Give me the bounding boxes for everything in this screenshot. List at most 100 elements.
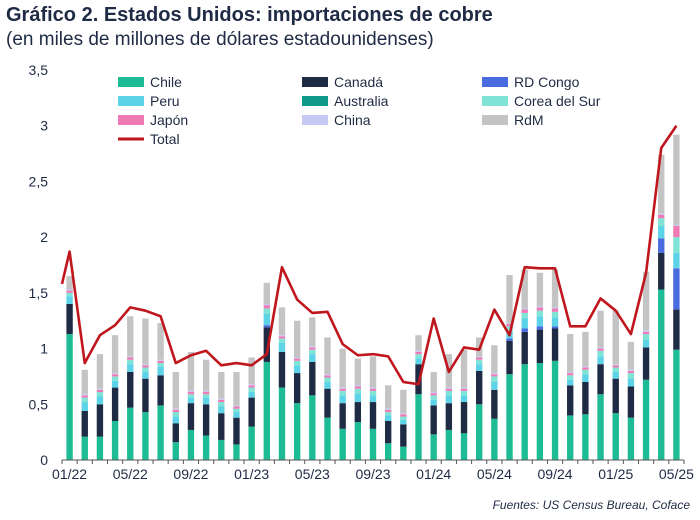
bar-segment (658, 226, 665, 239)
bar-segment (430, 405, 437, 435)
bar-segment (263, 314, 270, 326)
bar-segment (354, 386, 362, 389)
bar-segment (476, 359, 483, 365)
bar-segment (597, 310, 604, 348)
bar-segment (430, 395, 437, 400)
y-tick-label: 0,5 (29, 396, 49, 412)
x-tick-label: 01/24 (416, 466, 451, 482)
bar-segment (582, 367, 589, 370)
bar-segment (81, 436, 88, 460)
legend-swatch (482, 77, 508, 87)
bar-segment (324, 382, 331, 389)
bar-segment (536, 363, 544, 460)
bar-segment (339, 387, 346, 389)
bar-segment (142, 412, 149, 460)
bar-segment (248, 387, 255, 393)
bar-segment (567, 373, 574, 376)
bar-segment (506, 324, 513, 327)
bar-segment (460, 390, 468, 396)
bar-segment (627, 369, 635, 371)
bar-segment (339, 395, 346, 404)
bar-segment (612, 413, 619, 460)
bar-segment (66, 289, 73, 291)
bar-segment (172, 416, 179, 424)
bar-segment (400, 424, 407, 447)
bar-segment (172, 408, 179, 410)
bar-segment (293, 365, 301, 374)
bar-segment (66, 296, 73, 304)
bar-segment (491, 382, 498, 390)
legend-swatch (118, 77, 144, 87)
bar-segment (96, 389, 104, 393)
bar-segment (476, 364, 483, 371)
bar-segment (551, 317, 559, 327)
bar-segment (111, 376, 119, 381)
bar-segment (218, 406, 225, 414)
bar-segment (218, 399, 225, 403)
bar-segment (658, 252, 665, 290)
bar-segment (673, 309, 680, 350)
bar-segment (127, 364, 134, 372)
bar-segment (157, 375, 164, 406)
bar-segment (233, 406, 240, 409)
bar-segment (627, 370, 635, 374)
x-tick-label: 09/22 (173, 466, 208, 482)
bar-segment (96, 404, 104, 437)
bar-segment (66, 292, 73, 297)
bar-segment (597, 356, 604, 365)
bar-segment (339, 428, 346, 460)
x-tick-label: 01/23 (234, 466, 269, 482)
bar-segment (415, 354, 422, 359)
bar-segment (96, 392, 104, 397)
bar-segment (506, 374, 513, 460)
y-tick-label: 2 (40, 229, 48, 245)
bar-segment (127, 357, 134, 360)
bar-segment (142, 378, 149, 413)
bar-segment (627, 373, 635, 379)
bar-segment (187, 403, 195, 430)
x-axis: 01/22 05/22 09/22 01/23 05/23 09/23 01/24 05/24… (52, 459, 694, 482)
bar-segment (81, 410, 88, 437)
bar-segment (202, 404, 210, 436)
bar-segment (521, 309, 528, 313)
bar-segment (476, 404, 483, 460)
bar-segment (627, 386, 635, 418)
bar-segment (309, 346, 316, 348)
bar-segment (248, 392, 255, 398)
bar-segment (248, 385, 255, 388)
total-series-line (60, 124, 678, 386)
bar-segment (263, 325, 270, 328)
bar-segment (187, 397, 195, 404)
y-axis: 0 0,5 1 1,5 2 2,5 3 3,5 (29, 62, 49, 468)
bar-segment (202, 359, 210, 391)
bar-segment (369, 402, 377, 429)
bar-segment (400, 413, 407, 415)
bar-segment (293, 360, 301, 366)
bar-segment (218, 413, 225, 440)
bar-segment (278, 338, 286, 343)
bar-segment (673, 349, 680, 460)
bar-segment (263, 304, 270, 306)
legend-label: China (334, 112, 371, 128)
bar-segment (384, 408, 392, 410)
bar-segment (597, 394, 604, 460)
bar-segment (157, 405, 164, 460)
bar-segment (142, 365, 149, 368)
bar-segment (111, 374, 119, 377)
bar-segment (673, 224, 680, 226)
bar-segment (293, 358, 301, 361)
bar-segment (430, 371, 437, 393)
x-tick-label: 09/23 (355, 466, 390, 482)
bar-segment (142, 371, 149, 379)
bar-segment (612, 367, 619, 372)
bar-segment (354, 393, 362, 403)
bar-segment (415, 394, 422, 460)
legend-swatch (302, 96, 328, 106)
bar-segment (354, 422, 362, 460)
bar-segment (157, 322, 164, 360)
legend-swatch (118, 115, 144, 125)
bar-segment (658, 154, 665, 214)
bar-segment (445, 429, 453, 460)
bar-segment (506, 275, 513, 323)
bar-segment (202, 435, 210, 460)
